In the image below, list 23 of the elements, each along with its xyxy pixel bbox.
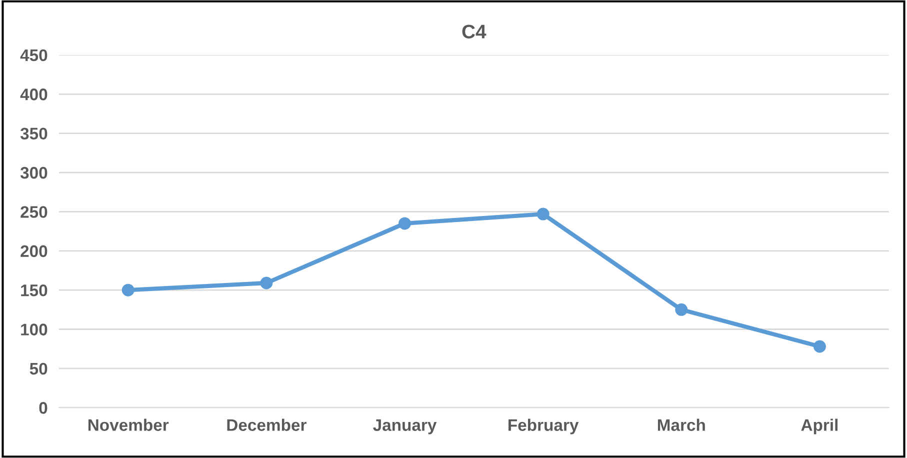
- y-tick-label: 100: [21, 324, 48, 336]
- x-tick-label: January: [373, 419, 437, 434]
- point: [398, 217, 411, 230]
- x-tick-label: December: [227, 418, 306, 431]
- y-tick-label: 350: [20, 128, 48, 140]
- y-tick-label: 250: [20, 206, 48, 218]
- point: [536, 208, 550, 220]
- x-tick-label: April: [801, 418, 838, 434]
- point: [813, 340, 826, 353]
- y-tick-label: 400: [20, 88, 48, 100]
- y-tick-label: 0: [39, 402, 48, 414]
- point: [260, 276, 273, 290]
- x-tick-label: February: [508, 418, 579, 434]
- point: [675, 303, 688, 316]
- y-tick-label: 450: [20, 49, 48, 62]
- chart-title: C4: [462, 24, 486, 38]
- point: [122, 284, 134, 296]
- y-tick-label: 200: [20, 245, 48, 258]
- y-tick-label: 300: [20, 166, 48, 179]
- y-tick-label: 50: [30, 362, 48, 375]
- y-tick-label: 150: [21, 284, 48, 296]
- x-tick-label: November: [88, 418, 169, 431]
- x-tick-label: March: [658, 418, 705, 431]
